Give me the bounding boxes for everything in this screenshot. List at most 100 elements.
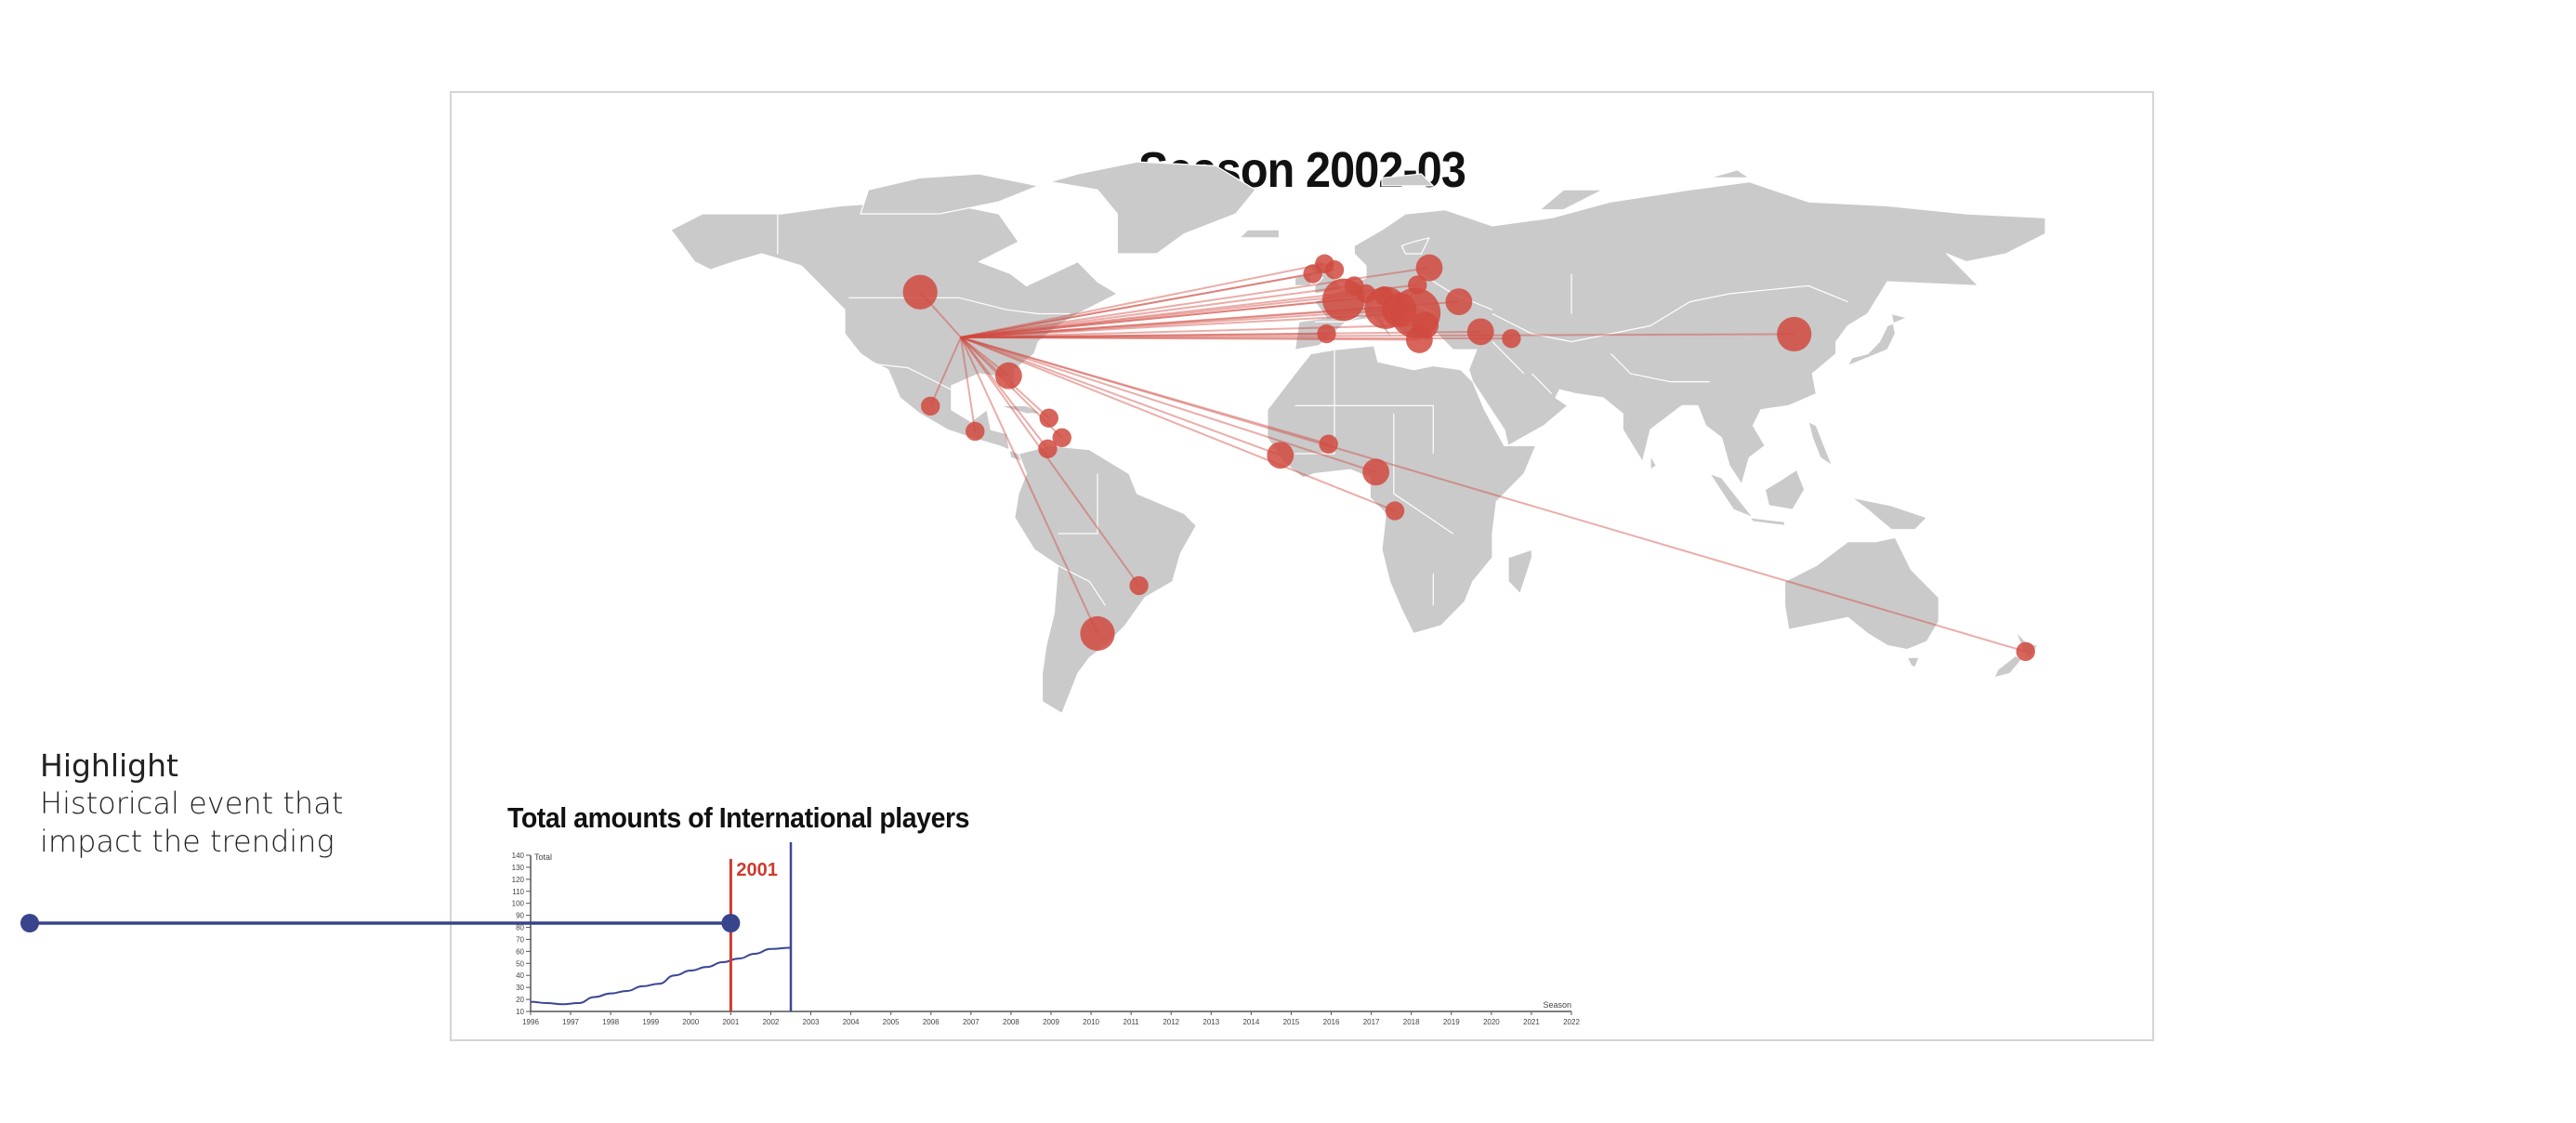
x-tick-label: 2011 — [1124, 1018, 1140, 1026]
x-tick-label: 2017 — [1363, 1018, 1380, 1026]
x-tick-label: 2008 — [1003, 1018, 1019, 1026]
player-bubble — [1405, 326, 1433, 353]
flow-line — [960, 337, 1098, 634]
flow-line — [960, 330, 1481, 338]
player-bubble — [902, 274, 938, 310]
x-tick-label: 2000 — [682, 1018, 699, 1026]
player-bubble — [1466, 318, 1494, 346]
country-border — [1492, 341, 1525, 375]
player-bubbles — [902, 254, 2035, 662]
annotation: Highlight Historical event that impact t… — [40, 747, 347, 861]
x-tick-label: 2009 — [1043, 1018, 1059, 1026]
flow-line — [960, 262, 1325, 338]
player-bubble — [1415, 254, 1443, 282]
player-bubble — [1039, 408, 1058, 428]
player-bubble — [1502, 328, 1521, 349]
y-tick-label: 20 — [516, 996, 524, 1004]
flow-line — [960, 337, 1140, 587]
land-tasmania — [1906, 656, 1920, 668]
x-tick-label: 2007 — [963, 1018, 979, 1026]
flow-line — [960, 336, 1281, 456]
x-tick-label: 2019 — [1443, 1018, 1460, 1026]
country-border — [1531, 373, 1553, 394]
land-svalbard — [1381, 173, 1434, 187]
annotation-start-dot — [20, 914, 39, 932]
flow-line — [959, 337, 977, 432]
y-tick-label: 40 — [516, 971, 524, 980]
land-iceland — [1239, 229, 1281, 239]
x-tick-label: 2003 — [803, 1018, 820, 1026]
land-greenland — [1049, 161, 1256, 255]
y-axis-label: Total — [534, 852, 552, 862]
land-australia — [1783, 536, 1939, 651]
flow-line — [960, 333, 1794, 338]
player-bubble — [1319, 434, 1338, 454]
x-tick-label: 2004 — [843, 1018, 860, 1026]
land-madagascar — [1507, 548, 1533, 595]
country-border — [1610, 353, 1710, 383]
flow-line — [960, 336, 1420, 341]
x-tick-label: 1997 — [562, 1018, 579, 1026]
x-tick-label: 2013 — [1203, 1018, 1219, 1026]
series-line — [530, 946, 792, 1006]
x-tick-label: 2002 — [763, 1018, 780, 1026]
x-tick-label: 2018 — [1403, 1018, 1420, 1026]
x-tick-label: 2020 — [1483, 1018, 1500, 1026]
flow-line — [960, 272, 1313, 338]
land-north-america — [670, 201, 1118, 463]
x-tick-label: 2005 — [883, 1018, 900, 1026]
x-tick-label: 2001 — [722, 1018, 739, 1026]
player-bubble — [1408, 275, 1427, 295]
country-border — [1295, 350, 1335, 455]
flow-line — [960, 307, 1387, 338]
flow-line — [960, 336, 1329, 445]
x-tick-label: 2012 — [1163, 1018, 1179, 1026]
country-border — [1492, 284, 1848, 343]
land-sri-lanka — [1649, 455, 1657, 470]
land-novaya-zemlya — [1539, 189, 1604, 211]
player-bubble — [1080, 615, 1115, 652]
land-philippines — [1807, 421, 1833, 467]
land-scandinavia-gulf — [1400, 237, 1430, 255]
player-bubble — [1052, 428, 1071, 447]
highlight-year-label: 2001 — [736, 860, 778, 880]
y-tick-label: 80 — [516, 924, 524, 932]
y-tick-label: 30 — [516, 984, 524, 992]
flow-lines — [919, 262, 2027, 653]
y-tick-label: 70 — [516, 935, 524, 944]
y-tick-label: 60 — [516, 947, 524, 956]
flow-line — [960, 337, 1049, 450]
country-border — [1058, 564, 1107, 606]
flow-line — [960, 333, 1327, 338]
player-bubble — [1267, 442, 1295, 469]
y-tick-label: 90 — [516, 912, 524, 920]
flow-line — [960, 269, 1335, 338]
land-new-guinea — [1851, 496, 1928, 531]
country-border — [1058, 473, 1098, 535]
annotation-heading: Highlight — [40, 747, 178, 784]
x-tick-label: 2016 — [1323, 1018, 1340, 1026]
player-bubble — [1317, 324, 1336, 344]
map-land — [670, 161, 2046, 715]
country-border — [1314, 312, 1367, 323]
flow-line — [960, 298, 1344, 338]
flow-line — [960, 293, 1367, 338]
player-bubble — [921, 396, 940, 416]
annotation-body: Historical event that impact the trendin… — [40, 786, 344, 859]
y-tick-label: 110 — [512, 888, 524, 896]
x-tick-label: 2006 — [923, 1018, 940, 1026]
x-tick-label: 1999 — [642, 1018, 659, 1026]
flow-line — [960, 336, 1376, 473]
visualization-card: Season 2002-03 Total amounts of Internat… — [450, 91, 2154, 1041]
y-tick-label: 120 — [512, 876, 525, 884]
flow-line — [960, 309, 1400, 338]
y-tick-label: 130 — [512, 864, 525, 872]
x-tick-label: 2021 — [1523, 1018, 1540, 1026]
x-axis-label: Season — [1543, 1000, 1571, 1010]
flow-line — [960, 295, 1385, 338]
land-eurasia — [1294, 181, 2046, 491]
world-map — [670, 161, 2046, 715]
land-severnaya-zemlya — [1709, 169, 1750, 178]
x-tick-label: 2010 — [1083, 1018, 1099, 1026]
flow-line — [960, 284, 1355, 338]
